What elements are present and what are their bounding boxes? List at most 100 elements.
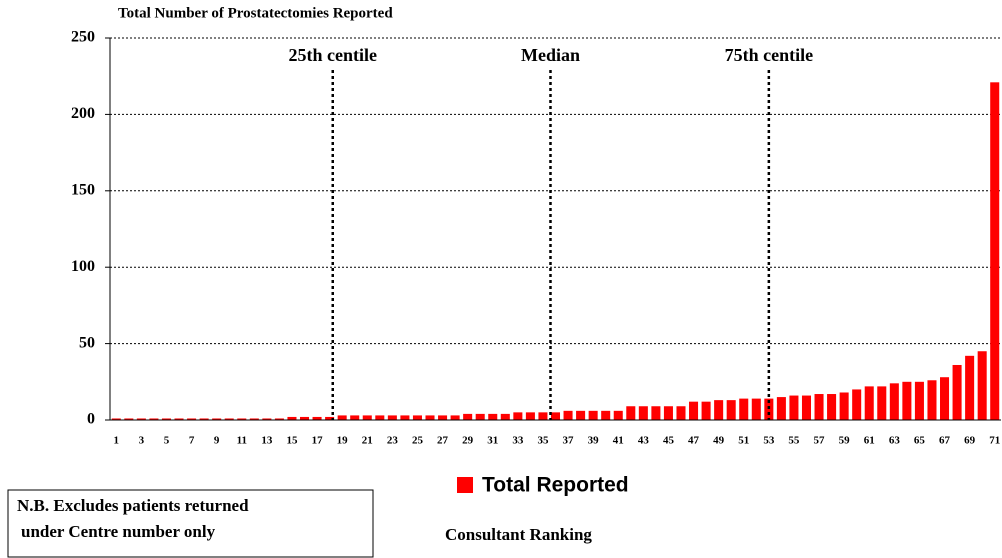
bar (161, 418, 171, 420)
x-tick-label: 65 (914, 435, 926, 447)
x-tick-label: 67 (939, 435, 951, 447)
x-tick-label: 21 (362, 435, 373, 447)
x-tick-label: 45 (663, 435, 675, 447)
x-tick-label: 57 (814, 435, 826, 447)
bar (576, 410, 586, 420)
bar (412, 415, 422, 420)
legend-label: Total Reported (482, 474, 629, 497)
x-tick-label: 19 (337, 435, 349, 447)
bar (475, 413, 485, 420)
bar (199, 418, 209, 420)
x-tick-label: 23 (387, 435, 399, 447)
note-line: under Centre number only (21, 522, 216, 541)
bar (438, 415, 448, 420)
bar (249, 418, 259, 420)
bar (299, 416, 310, 420)
x-tick-label: 27 (437, 435, 449, 447)
centile-label: 75th centile (725, 45, 813, 65)
x-tick-label: 63 (889, 435, 901, 447)
note-line: N.B. Excludes patients returned (17, 496, 249, 515)
y-tick-label: 0 (87, 411, 95, 428)
x-axis-title: Consultant Ranking (445, 525, 592, 544)
x-tick-label: 31 (487, 435, 498, 447)
bar (864, 386, 874, 420)
bar (990, 82, 1000, 420)
bar (387, 415, 397, 420)
bar (588, 410, 598, 420)
bar (626, 406, 636, 420)
x-tick-label: 71 (989, 435, 1000, 447)
bar (914, 381, 924, 420)
bar (287, 416, 297, 420)
bar (965, 355, 975, 420)
bar (350, 415, 360, 420)
bar (563, 410, 573, 420)
y-tick-label: 100 (71, 258, 95, 275)
bar (663, 406, 673, 420)
bar (764, 398, 774, 420)
bar (362, 415, 372, 420)
bar (827, 394, 837, 420)
bar (852, 389, 862, 420)
bar (312, 416, 322, 420)
bar (463, 413, 473, 420)
x-tick-label: 25 (412, 435, 424, 447)
bar (174, 418, 184, 420)
bar (550, 412, 561, 420)
x-tick-label: 43 (638, 435, 650, 447)
bar (613, 410, 623, 420)
x-tick-label: 37 (563, 435, 575, 447)
bar (801, 395, 812, 420)
x-tick-label: 51 (738, 435, 749, 447)
x-tick-label: 3 (139, 435, 145, 447)
y-tick-label: 150 (71, 181, 95, 198)
bar (889, 383, 899, 420)
bar (789, 395, 799, 420)
x-tick-label: 35 (537, 435, 549, 447)
bar (977, 351, 987, 420)
bar (274, 418, 284, 420)
x-tick-label: 33 (512, 435, 524, 447)
bar (212, 418, 222, 420)
bar (425, 415, 435, 420)
bar (237, 418, 247, 420)
bar (149, 418, 159, 420)
bar (525, 412, 535, 420)
bar (701, 401, 711, 420)
x-tick-label: 49 (713, 435, 725, 447)
bar (839, 392, 849, 420)
y-tick-label: 50 (79, 334, 95, 351)
bar (814, 394, 824, 420)
bar (952, 364, 962, 420)
x-tick-label: 61 (864, 435, 875, 447)
legend-swatch (457, 477, 473, 493)
bar (111, 418, 121, 420)
x-tick-label: 15 (286, 435, 298, 447)
x-tick-label: 17 (312, 435, 324, 447)
bar (538, 412, 548, 420)
bar (739, 398, 749, 420)
x-tick-label: 11 (237, 435, 247, 447)
centile-label: Median (521, 45, 580, 65)
y-tick-label: 200 (71, 105, 95, 122)
bar (136, 418, 146, 420)
bar (751, 398, 761, 420)
bar (375, 415, 385, 420)
bar (689, 401, 699, 420)
x-tick-label: 9 (214, 435, 220, 447)
bar (224, 418, 234, 420)
y-tick-label: 250 (71, 29, 95, 46)
x-tick-label: 1 (114, 435, 120, 447)
bar (902, 381, 912, 420)
bar (651, 406, 661, 420)
x-tick-label: 55 (788, 435, 800, 447)
bar (124, 418, 134, 420)
bar (488, 413, 498, 420)
x-tick-label: 59 (839, 435, 851, 447)
bar (337, 415, 347, 420)
bar (500, 413, 510, 420)
bar (450, 415, 460, 420)
bar (325, 416, 335, 420)
y-axis-title: Total Number of Prostatectomies Reported (118, 5, 393, 21)
